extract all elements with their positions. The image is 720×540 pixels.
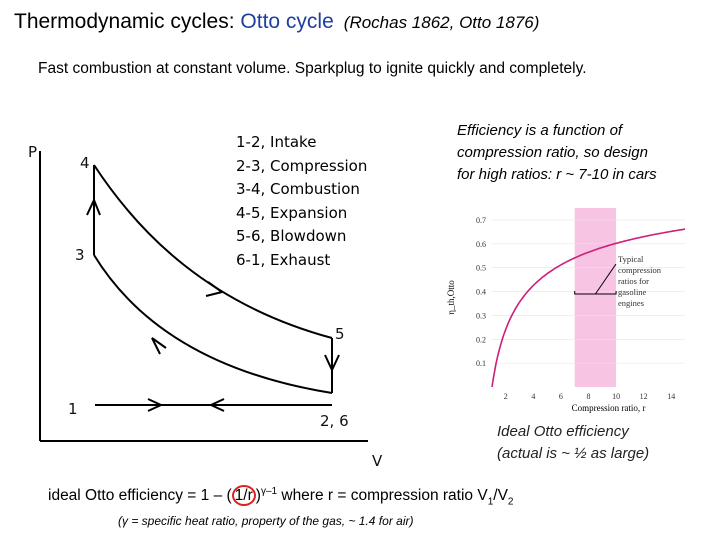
- step-item: 6-1, Exhaust: [236, 250, 331, 269]
- subtitle: Fast combustion at constant volume. Spar…: [38, 60, 587, 77]
- x-tick-label: 4: [531, 392, 535, 401]
- title-citation: (Rochas 1862, Otto 1876): [343, 13, 540, 32]
- formula-sub1: 1: [487, 496, 494, 508]
- x-tick-label: 8: [587, 392, 591, 401]
- efficiency-formula: ideal Otto efficiency = 1 – (1/r)γ–1 whe…: [48, 485, 514, 508]
- y-tick-label: 0.2: [476, 335, 486, 344]
- efficiency-chart: 0.1 0.2 0.3 0.4 0.5 0.6 0.7 2 4 6 8 10 12 14 η_th,Ot…: [446, 208, 686, 413]
- gamma-note: (γ = specific heat ratio, property of th…: [118, 514, 414, 528]
- label-point-1: 1: [68, 400, 78, 418]
- caption-line: (actual is ~ ½ as large): [497, 445, 650, 462]
- path-expansion: [93, 164, 333, 339]
- efficiency-note-line: for high ratios: r ~ 7-10 in cars: [457, 166, 657, 183]
- arrow-compression-icon: [151, 337, 167, 355]
- arrow-expansion-icon: [205, 281, 225, 297]
- x-tick-label: 10: [612, 392, 620, 401]
- y-tick-label: 0.4: [476, 288, 486, 297]
- step-item: 3-4, Combustion: [236, 180, 360, 198]
- title-otto-cycle: Otto cycle: [240, 10, 334, 33]
- y-tick-label: 0.6: [476, 240, 486, 249]
- title-prefix: Thermodynamic cycles:: [14, 10, 241, 33]
- ideal-efficiency-caption: Ideal Otto efficiency (actual is ~ ½ as …: [497, 421, 649, 465]
- y-tick-label: 0.7: [476, 216, 486, 225]
- chart-ylabel: η_th,Otto: [446, 280, 456, 315]
- efficiency-note: Efficiency is a function of compression …: [457, 120, 657, 186]
- annotation-leader-line: [594, 263, 617, 295]
- arrow-down-icon: [324, 354, 340, 373]
- y-tick-label: 0.3: [476, 311, 486, 320]
- annotation-line: compression: [618, 265, 662, 275]
- path-compression: [93, 254, 333, 394]
- page-title: Thermodynamic cycles: Otto cycle (Rochas …: [14, 10, 539, 34]
- label-p-axis: P: [28, 143, 38, 161]
- cycle-steps-list: 1-2, Intake 2-3, Compression 3-4, Combus…: [236, 131, 367, 272]
- arrow-up-icon: [86, 197, 101, 216]
- y-tick-label: 0.5: [476, 264, 486, 273]
- highlight-band: [574, 208, 617, 387]
- step-item: 4-5, Expansion: [236, 203, 348, 222]
- annotation-line: Typical: [618, 254, 644, 264]
- chart-xlabel: Compression ratio, r: [572, 403, 646, 413]
- annotation-bracket: [574, 291, 617, 295]
- efficiency-note-line: Efficiency is a function of: [457, 122, 623, 139]
- formula-mid: where r = compression ratio V: [277, 487, 488, 505]
- label-point-4: 4: [80, 154, 90, 172]
- annotation-line: engines: [618, 298, 644, 308]
- formula-ratio-highlight: 1/r: [231, 485, 256, 507]
- formula-close: ): [255, 487, 261, 505]
- formula-exponent: γ–1: [260, 486, 278, 497]
- formula-lead: ideal Otto efficiency = 1 – (: [48, 487, 232, 505]
- label-point-5: 5: [335, 325, 345, 343]
- annotation-line: gasoline: [618, 287, 647, 297]
- label-point-2-6: 2, 6: [320, 412, 349, 430]
- y-tick-label: 0.1: [476, 359, 486, 368]
- step-item: 2-3, Compression: [236, 156, 368, 175]
- arrow-left-icon: [208, 398, 225, 412]
- label-point-3: 3: [75, 246, 85, 264]
- efficiency-curve: [491, 228, 686, 388]
- step-item: 1-2, Intake: [236, 133, 317, 151]
- annotation-line: ratios for: [618, 276, 649, 286]
- arrow-right-icon: [147, 398, 164, 412]
- x-tick-label: 14: [667, 392, 675, 401]
- step-item: 5-6, Blowdown: [236, 227, 347, 245]
- x-tick-label: 2: [504, 392, 508, 401]
- chart-gridlines: [492, 219, 685, 364]
- formula-slash: /V: [493, 487, 508, 505]
- x-tick-label: 12: [640, 392, 648, 401]
- caption-line: Ideal Otto efficiency: [497, 423, 629, 440]
- x-tick-label: 6: [559, 392, 563, 401]
- formula-sub2: 2: [507, 496, 514, 508]
- label-v-axis: V: [372, 452, 383, 470]
- efficiency-note-line: compression ratio, so design: [457, 144, 648, 161]
